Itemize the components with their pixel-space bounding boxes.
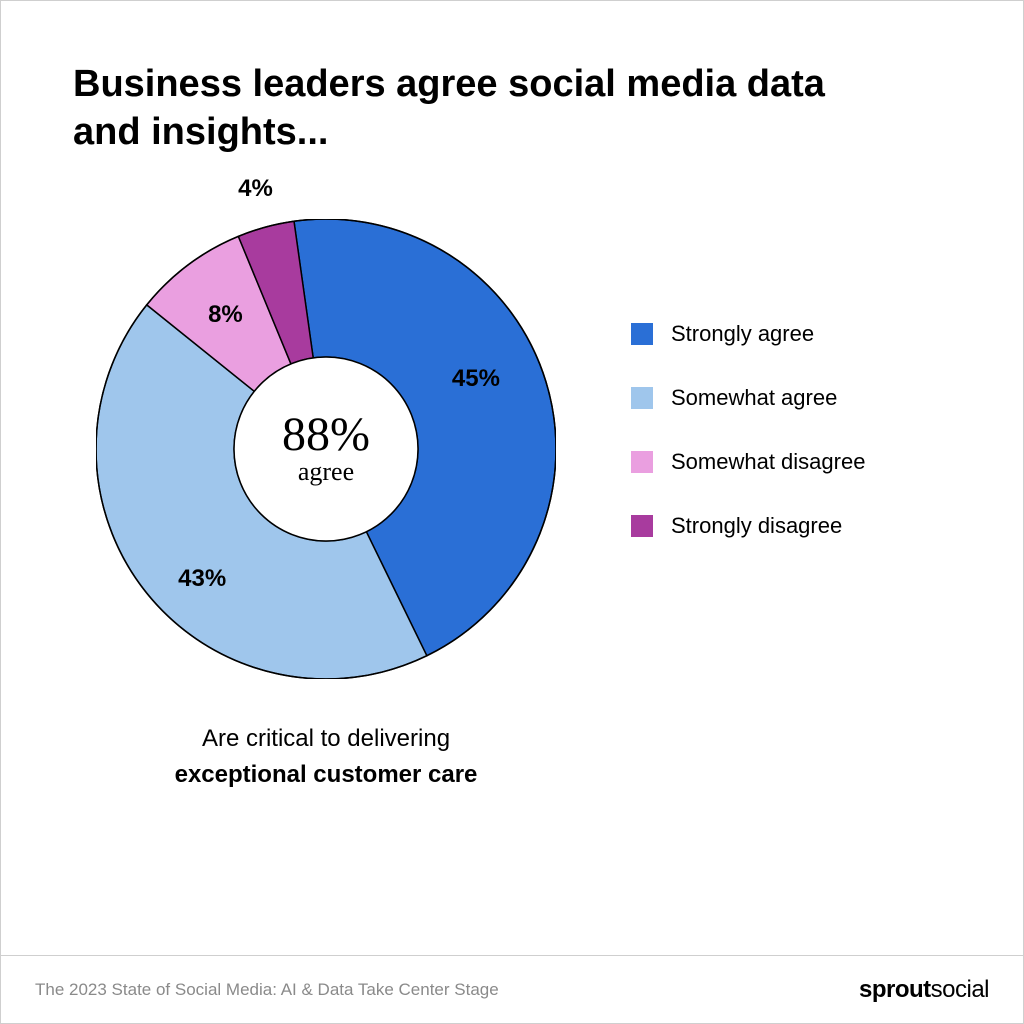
legend-label: Strongly agree [671, 321, 814, 347]
subtitle-line2: exceptional customer care [175, 761, 478, 788]
slice-label-somewhat_disagree: 8% [208, 301, 243, 329]
legend-label: Strongly disagree [671, 513, 842, 539]
slice-label-strongly_agree: 45% [452, 365, 500, 393]
legend-swatch [631, 515, 653, 537]
legend-swatch [631, 451, 653, 473]
legend-label: Somewhat agree [671, 385, 837, 411]
chart-title: Business leaders agree social media data… [73, 61, 833, 156]
legend-label: Somewhat disagree [671, 449, 865, 475]
donut-hole [234, 357, 418, 541]
brand-logo: sproutsocial [859, 976, 989, 1004]
brand-light: social [931, 976, 989, 1003]
chart-subtitle: Are critical to delivering exceptional c… [96, 721, 556, 793]
donut-chart: 88% agree 45%43%8%4% [96, 219, 556, 679]
legend-swatch [631, 323, 653, 345]
legend-swatch [631, 387, 653, 409]
slice-label-somewhat_agree: 43% [178, 565, 226, 593]
footer: The 2023 State of Social Media: AI & Dat… [1, 955, 1023, 1023]
slice-label-strongly_disagree: 4% [238, 175, 273, 203]
subtitle-line1: Are critical to delivering [202, 725, 450, 752]
legend: Strongly agree Somewhat agree Somewhat dis… [631, 321, 865, 539]
legend-item-somewhat_disagree: Somewhat disagree [631, 449, 865, 475]
footnote-text: The 2023 State of Social Media: AI & Dat… [35, 980, 499, 1000]
legend-item-strongly_disagree: Strongly disagree [631, 513, 865, 539]
legend-item-strongly_agree: Strongly agree [631, 321, 865, 347]
brand-bold: sprout [859, 976, 931, 1003]
donut-svg [96, 219, 556, 679]
legend-item-somewhat_agree: Somewhat agree [631, 385, 865, 411]
chart-card: Business leaders agree social media data… [0, 0, 1024, 1024]
